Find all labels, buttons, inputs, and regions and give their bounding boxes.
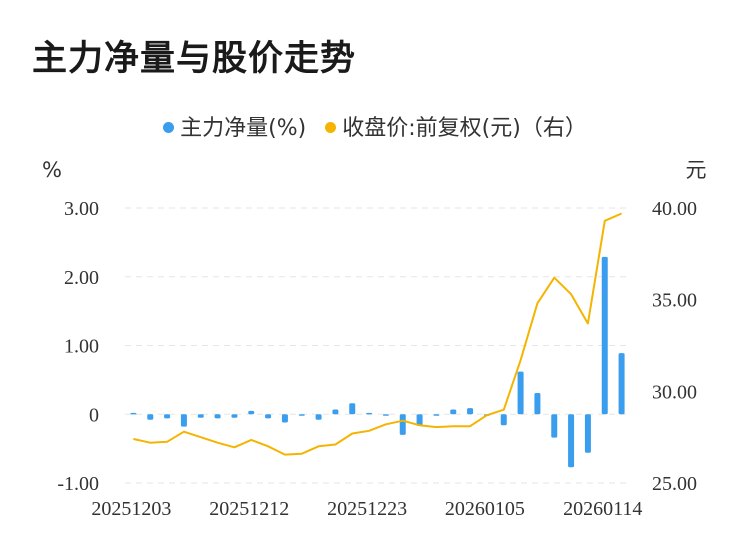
bar xyxy=(180,414,187,427)
legend-bar-dot-icon xyxy=(163,121,175,133)
bar xyxy=(517,371,524,415)
x-tick-label: 20260114 xyxy=(563,498,642,520)
x-tick-label: 20251203 xyxy=(91,498,171,520)
y-right-tick-label: 25.00 xyxy=(652,473,697,495)
bar xyxy=(281,414,288,423)
bar xyxy=(349,403,356,415)
bar xyxy=(399,414,406,435)
legend-line-dot-icon xyxy=(325,121,337,133)
bar xyxy=(568,414,575,468)
bar xyxy=(130,412,137,415)
right-axis-unit: 元 xyxy=(686,158,707,182)
x-tick-label: 20251212 xyxy=(209,498,289,520)
bar xyxy=(147,414,154,420)
legend-item-line[interactable]: 收盘价:前复权(元)（右） xyxy=(325,110,587,142)
x-tick-label: 20251223 xyxy=(327,498,407,520)
x-tick-label: 20260105 xyxy=(445,498,525,520)
bar xyxy=(197,414,204,418)
y-left-tick-label: 1.00 xyxy=(64,336,99,358)
bar xyxy=(584,414,591,453)
bar xyxy=(450,409,457,415)
bar xyxy=(382,414,389,416)
legend-line-label: 收盘价:前复权(元)（右） xyxy=(342,116,587,141)
legend-bar-label: 主力净量(%) xyxy=(180,116,307,141)
price-line xyxy=(133,212,622,456)
chart-title: 主力净量与股价走势 xyxy=(32,39,357,79)
legend-item-bar[interactable]: 主力净量(%) xyxy=(163,110,306,142)
y-left-tick-label: -1.00 xyxy=(57,473,99,495)
bar xyxy=(534,392,541,415)
bar xyxy=(315,414,322,420)
y-right-tick-label: 30.00 xyxy=(652,381,697,403)
bar xyxy=(332,409,339,415)
bar xyxy=(214,414,221,419)
bar xyxy=(231,414,238,418)
bar xyxy=(500,414,507,426)
bar xyxy=(601,256,608,415)
bar xyxy=(265,414,272,419)
bar xyxy=(416,414,423,426)
bar xyxy=(433,414,440,416)
y-left-tick-label: 3.00 xyxy=(64,198,99,220)
bar xyxy=(618,353,625,415)
y-right-tick-label: 35.00 xyxy=(652,290,697,312)
bar xyxy=(551,414,558,438)
bar xyxy=(164,414,171,419)
bar xyxy=(298,414,305,416)
y-left-tick-label: 2.00 xyxy=(64,267,99,289)
left-axis-unit: % xyxy=(42,158,62,182)
y-right-tick-label: 40.00 xyxy=(652,198,697,220)
bar xyxy=(366,412,373,415)
legend: 主力净量(%) 收盘价:前复权(元)（右） xyxy=(0,110,750,142)
y-left-tick-label: 0 xyxy=(89,404,99,426)
bar xyxy=(248,410,255,415)
bar xyxy=(467,408,474,415)
